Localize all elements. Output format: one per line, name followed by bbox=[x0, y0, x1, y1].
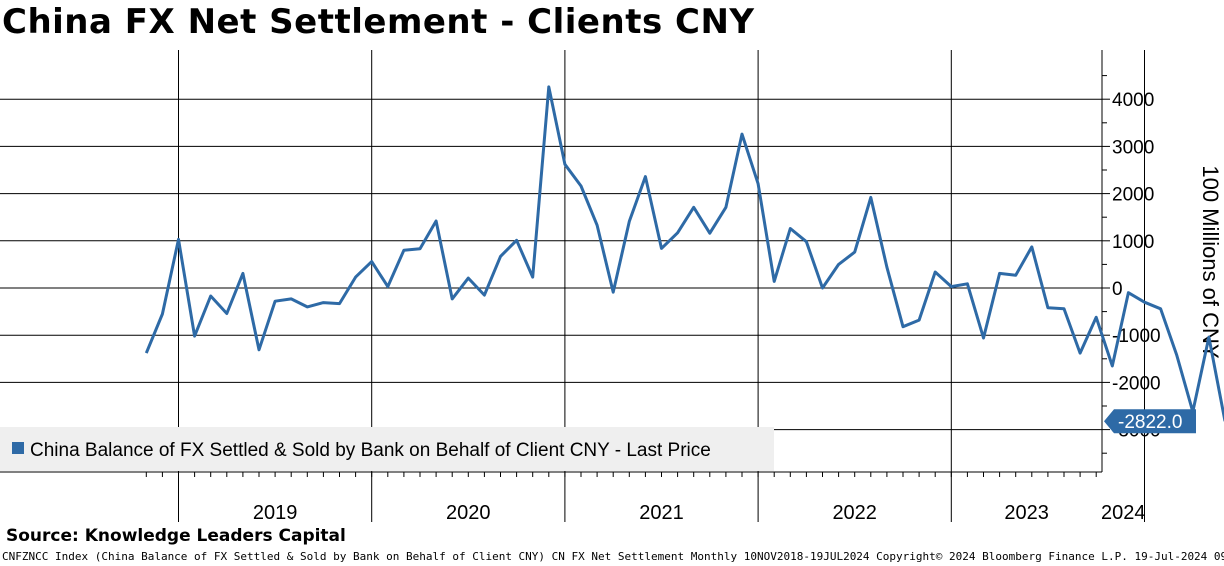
last-price-label: -2822.0 bbox=[1118, 412, 1182, 433]
y-tick-label: 2000 bbox=[1112, 185, 1154, 206]
legend-swatch bbox=[12, 442, 24, 454]
x-year-label: 2021 bbox=[639, 502, 684, 524]
y-axis-title: 100 Millions of CNY bbox=[1198, 165, 1223, 359]
y-tick-label: 3000 bbox=[1112, 137, 1154, 158]
y-tick-label: 0 bbox=[1112, 279, 1123, 300]
chart-title: China FX Net Settlement - Clients CNY bbox=[2, 2, 755, 42]
y-tick-label: -2000 bbox=[1112, 373, 1161, 394]
x-year-label: 2022 bbox=[832, 502, 877, 524]
series-line bbox=[144, 85, 1224, 422]
last-price-tag bbox=[1104, 409, 1196, 434]
x-year-label: 2020 bbox=[446, 502, 491, 524]
legend-label: China Balance of FX Settled & Sold by Ba… bbox=[30, 440, 711, 461]
y-tick-label: 4000 bbox=[1112, 90, 1154, 111]
legend-box bbox=[0, 427, 774, 471]
x-year-label: 2019 bbox=[253, 502, 298, 524]
y-tick-label: -1000 bbox=[1112, 326, 1161, 347]
x-year-label: 2023 bbox=[1004, 502, 1049, 524]
x-year-label: 2024 bbox=[1101, 502, 1146, 524]
bloomberg-footer: CNFZNCC Index (China Balance of FX Settl… bbox=[2, 550, 1224, 563]
source-note: Source: Knowledge Leaders Capital bbox=[6, 526, 346, 546]
y-tick-label: 1000 bbox=[1112, 232, 1154, 253]
